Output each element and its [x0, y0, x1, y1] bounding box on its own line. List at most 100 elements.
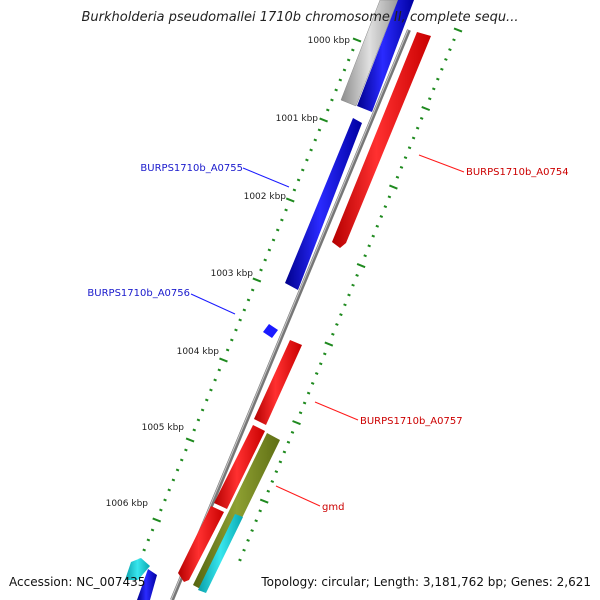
skew-dot [238, 558, 242, 562]
skew-dot [234, 328, 238, 332]
skew-dot [399, 165, 404, 169]
skew-dot [142, 548, 146, 552]
skew-dot [419, 116, 424, 120]
skew-dot [184, 448, 188, 452]
gene-feature-forward-top [357, 0, 414, 112]
ruler-label-1003: 1003 kbp [211, 269, 254, 279]
skew-dot [200, 408, 205, 412]
skew-dot [421, 105, 431, 112]
skew-dot [179, 458, 184, 462]
skew-dot [324, 341, 334, 347]
skew-dot [317, 128, 322, 132]
skew-dot [331, 332, 335, 336]
misc-feature-cyan-inner [198, 514, 243, 593]
skew-dot [246, 538, 250, 542]
gene-feature-burps1710b-a0757 [254, 340, 302, 425]
skew-dot [280, 218, 284, 222]
skew-dot [171, 478, 176, 482]
skew-dot [230, 338, 234, 342]
skew-dot [246, 298, 251, 302]
skew-dot [282, 450, 287, 454]
skew-dot [254, 519, 258, 523]
skew-dot [225, 348, 230, 352]
gene-label-burps1710b-a0755[interactable]: BURPS1710b_A0755 [140, 163, 243, 174]
skew-dot [313, 138, 318, 142]
skew-dot [275, 228, 280, 232]
skew-dot [296, 178, 301, 182]
callout-line-a0757 [314, 401, 359, 421]
skew-dot [453, 27, 463, 33]
skew-dot [286, 440, 291, 444]
skew-dot [306, 391, 311, 395]
gene-feature-gmd [214, 425, 265, 509]
skew-dot [342, 68, 347, 72]
ruler-label-1002: 1002 kbp [244, 192, 287, 202]
skew-dot [334, 88, 338, 92]
skew-dot [159, 508, 163, 512]
skew-dot [263, 258, 267, 262]
skew-dot [346, 58, 351, 62]
skew-dot [355, 273, 359, 277]
accession-text: Accession: NC_007435 [9, 575, 146, 589]
skew-dot [270, 479, 275, 483]
skew-dot [352, 37, 362, 43]
gene-label-burps1710b-a0757[interactable]: BURPS1710b_A0757 [360, 416, 463, 427]
partial-feature-top [340, 0, 399, 107]
gene-feature-reverse-bottom [178, 506, 224, 582]
skew-dot [209, 388, 213, 392]
skew-dot [411, 136, 416, 140]
misc-feature-cyan-left [125, 558, 150, 580]
skew-dot [314, 372, 319, 376]
skew-dot [285, 197, 295, 203]
skew-dot [292, 420, 301, 426]
skew-dot [347, 293, 351, 297]
skew-dot [298, 411, 303, 415]
skew-dot [436, 77, 440, 81]
ruler-label-1004: 1004 kbp [177, 347, 220, 357]
ruler-label-1000: 1000 kbp [308, 36, 351, 46]
skew-dot [387, 195, 392, 199]
skew-dot [351, 283, 355, 287]
skew-dot [146, 538, 151, 542]
skew-dot [351, 48, 355, 52]
skew-dot [196, 418, 201, 422]
skew-dot [319, 117, 328, 123]
skew-dot [150, 528, 155, 532]
skew-dot [432, 87, 436, 91]
gene-label-burps1710b-a0756[interactable]: BURPS1710b_A0756 [87, 288, 190, 299]
skew-dot [192, 428, 197, 432]
skew-dot [379, 214, 384, 218]
skew-dot [371, 234, 375, 238]
callout-line-a0756 [190, 293, 236, 315]
gene-feature-burps1710b-a0755 [285, 118, 362, 290]
skew-dot [185, 437, 195, 443]
skew-dot [403, 156, 408, 160]
gene-feature-forward-bottom [137, 569, 157, 600]
skew-dot [305, 158, 309, 162]
skew-dot [290, 430, 295, 434]
skew-dot [152, 517, 162, 523]
skew-dot [167, 488, 171, 492]
gene-label-burps1710b-a0754[interactable]: BURPS1710b_A0754 [466, 167, 569, 178]
skew-dot [284, 208, 288, 212]
gene-feature-burps1710b-a0754 [332, 32, 431, 248]
skew-dot [323, 352, 327, 356]
skew-dot [318, 362, 323, 366]
skew-dot [242, 308, 247, 312]
skew-dot [242, 548, 246, 552]
skew-dot [217, 368, 222, 372]
skew-dot [238, 318, 242, 322]
skew-dot [326, 108, 330, 112]
skew-dot [250, 288, 255, 292]
skew-dot [452, 38, 456, 42]
skew-dot [407, 146, 412, 150]
skew-dot [213, 378, 217, 382]
skew-dot [338, 78, 343, 82]
skew-dot [389, 184, 398, 190]
gene-label-gmd[interactable]: gmd [322, 502, 344, 513]
map-title: Burkholderia pseudomallei 1710b chromoso… [81, 10, 519, 25]
skew-dot [343, 303, 347, 307]
skew-dot [266, 489, 271, 493]
